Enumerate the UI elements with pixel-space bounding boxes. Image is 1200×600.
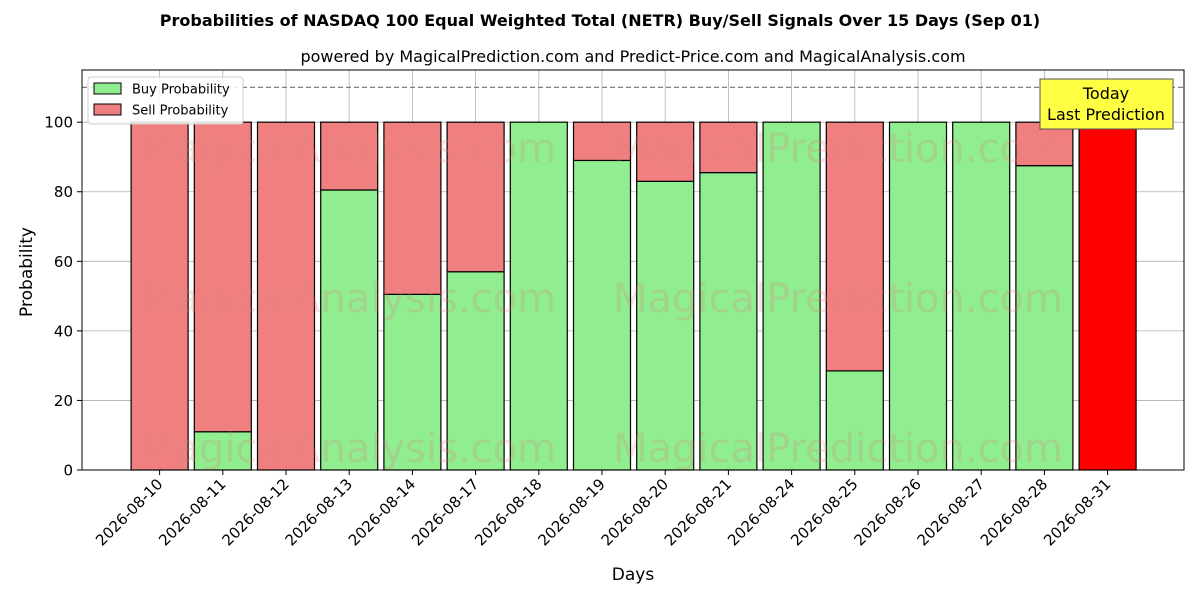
bar-sell [256, 121, 316, 471]
bar-buy [446, 271, 505, 471]
bar-buy [699, 172, 758, 471]
bars-group [130, 121, 1137, 471]
chart-subtitle: powered by MagicalPrediction.com and Pre… [300, 47, 965, 66]
bar-buy [1015, 165, 1074, 471]
y-axis-ticks: 0 20 40 60 80 100 [44, 114, 82, 480]
x-tick-label: 2026-08-21 [661, 475, 735, 549]
x-tick-label: 2026-08-31 [1040, 475, 1114, 549]
x-tick-label: 2026-08-28 [977, 475, 1051, 549]
bar-sell [825, 121, 884, 372]
bar-buy [825, 370, 884, 471]
y-axis-label: Probability [17, 227, 37, 317]
x-tick-label: 2026-08-27 [914, 475, 988, 549]
bar-sell [446, 121, 505, 273]
x-tick-label: 2026-08-11 [155, 475, 229, 549]
legend-label: Buy Probability [132, 83, 230, 98]
bar-today [1078, 121, 1137, 471]
x-tick-label: 2026-08-13 [282, 475, 356, 549]
bar-buy [952, 121, 1011, 471]
bar-buy [509, 121, 568, 471]
bar-sell [320, 121, 379, 191]
bar-buy [888, 121, 948, 471]
x-tick-label: 2026-08-18 [471, 475, 545, 549]
watermark-text: MagicalPrediction.com [613, 126, 1063, 172]
x-axis-ticks: 2026-08-102026-08-112026-08-122026-08-13… [92, 470, 1114, 549]
x-tick-label: 2026-08-24 [724, 475, 798, 549]
x-tick-label: 2026-08-25 [787, 475, 861, 549]
x-tick-label: 2026-08-14 [345, 475, 419, 549]
watermark-text: MagicalAnalysis.com [140, 276, 556, 322]
legend-swatch [93, 82, 122, 95]
legend-swatch [93, 103, 122, 116]
bar-buy [762, 121, 821, 471]
plot-frame [81, 69, 1185, 471]
watermark-text: MagicalAnalysis.com [140, 426, 556, 472]
legend-frame [87, 76, 244, 125]
bar-buy [636, 180, 695, 471]
y-tick-label: 80 [54, 183, 73, 201]
x-tick-label: 2026-08-20 [598, 475, 672, 549]
x-tick-label: 2026-08-26 [850, 475, 924, 549]
y-tick-label: 40 [54, 322, 73, 340]
bar-buy [572, 159, 632, 471]
legend-label: Sell Probability [132, 104, 229, 119]
bar-sell [699, 121, 758, 174]
bar-sell [636, 121, 695, 182]
legend: Buy Probability Sell Probability [87, 76, 244, 125]
x-tick-label: 2026-08-12 [218, 475, 292, 549]
today-label: Today [1082, 84, 1129, 103]
bar-sell [383, 121, 442, 295]
bar-sell [572, 121, 632, 162]
bar-buy [320, 189, 379, 471]
bar-buy [383, 293, 442, 471]
x-axis-label: Days [612, 565, 655, 585]
y-tick-label: 20 [54, 392, 73, 410]
x-tick-label: 2026-08-17 [408, 475, 482, 549]
x-tick-label: 2026-08-10 [92, 475, 166, 549]
watermark-text: MagicalPrediction.com [613, 276, 1063, 322]
bar-sell [193, 121, 252, 433]
y-tick-label: 100 [44, 114, 73, 132]
watermark-text: MagicalPrediction.com [613, 426, 1063, 472]
y-tick-label: 60 [54, 253, 73, 271]
x-tick-label: 2026-08-19 [534, 475, 608, 549]
y-tick-label: 0 [63, 462, 73, 480]
today-annotation: Today Last Prediction [1039, 78, 1174, 130]
today-box [1039, 78, 1174, 130]
watermarks: MagicalAnalysis.com MagicalPrediction.com… [140, 126, 1063, 472]
watermark-text: MagicalAnalysis.com [140, 126, 556, 172]
today-label: Last Prediction [1047, 105, 1165, 124]
chart-title: Probabilities of NASDAQ 100 Equal Weight… [160, 11, 1040, 30]
